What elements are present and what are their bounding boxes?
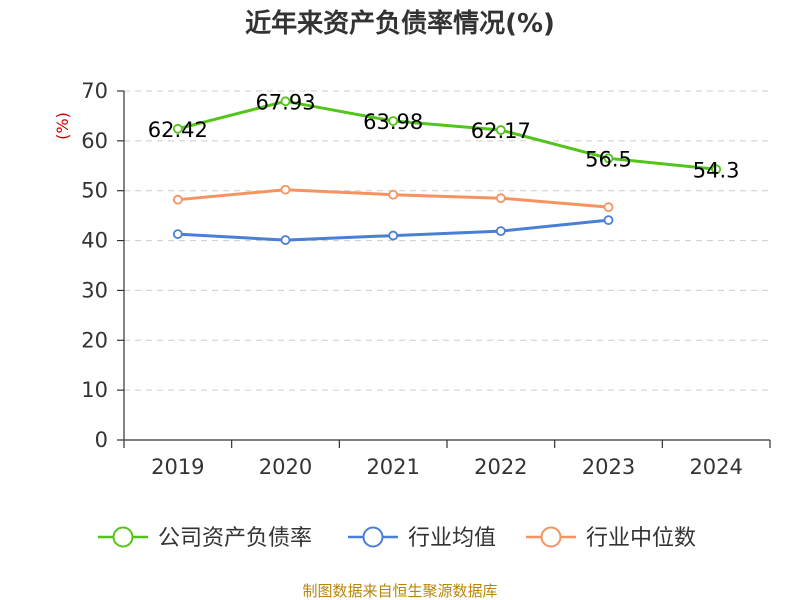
data-label: 54.3 — [693, 158, 740, 182]
data-point — [495, 125, 506, 135]
data-point — [603, 215, 614, 226]
y-tick-label: 0 — [95, 428, 108, 452]
series-layer: 62.42 67.93 63.98 62.17 56.5 54.3 — [148, 90, 740, 245]
data-point — [711, 164, 722, 175]
data-point — [172, 123, 183, 134]
x-tick-label: 2021 — [366, 455, 419, 479]
x-tick-label: 2022 — [474, 455, 527, 479]
y-tick-label: 50 — [81, 179, 108, 203]
data-point — [280, 96, 291, 107]
y-tick-label: 40 — [81, 229, 108, 253]
legend-label: 行业中位数 — [586, 526, 696, 551]
series-2 — [172, 215, 614, 245]
legend-label: 行业均值 — [408, 526, 496, 551]
chart-title: 近年来资产负债率情况(%) — [245, 8, 555, 39]
legend-marker — [540, 526, 562, 548]
legend-marker — [112, 526, 134, 548]
legend-item-3: 行业中位数 — [526, 526, 696, 551]
data-point — [172, 194, 183, 205]
legend-item-1: 公司资产负债率 — [98, 526, 312, 551]
data-point — [495, 193, 506, 204]
series-line — [176, 99, 718, 171]
y-tick-label: 20 — [81, 328, 108, 352]
x-tick-label: 2024 — [689, 455, 742, 479]
data-point — [388, 230, 399, 241]
series-1: 62.42 67.93 63.98 62.17 56.5 54.3 — [148, 90, 740, 182]
data-point — [280, 184, 291, 195]
y-tick-label: 30 — [81, 278, 108, 302]
data-label: 62.42 — [148, 118, 208, 142]
y-axis-label: (%) — [53, 112, 72, 140]
series-3 — [172, 184, 614, 213]
data-point — [388, 189, 399, 200]
axes: 0 10 20 30 40 50 60 70 2019 2020 2021 2022 2023 2024 — [81, 79, 771, 479]
source-note: 制图数据来自恒生聚源数据库 — [302, 582, 497, 600]
x-tick-label: 2020 — [259, 455, 312, 479]
data-label: 63.98 — [363, 110, 423, 134]
data-point — [603, 153, 614, 164]
legend-marker — [362, 526, 384, 548]
legend-item-2: 行业均值 — [348, 526, 496, 551]
data-label: 67.93 — [255, 90, 315, 114]
data-point — [603, 202, 614, 213]
x-tick-label: 2019 — [151, 455, 204, 479]
data-point — [172, 229, 183, 239]
gridlines — [124, 90, 770, 391]
data-point — [388, 116, 399, 126]
data-point — [280, 235, 291, 245]
y-tick-label: 10 — [81, 378, 108, 402]
legend: 公司资产负债率 行业均值 行业中位数 — [98, 526, 696, 551]
data-label: 62.17 — [471, 119, 531, 143]
data-point — [495, 226, 506, 236]
y-tick-label: 60 — [81, 129, 108, 153]
y-tick-label: 70 — [81, 79, 108, 103]
data-label: 56.5 — [585, 147, 632, 171]
x-tick-label: 2023 — [582, 455, 635, 479]
legend-label: 公司资产负债率 — [158, 526, 312, 551]
